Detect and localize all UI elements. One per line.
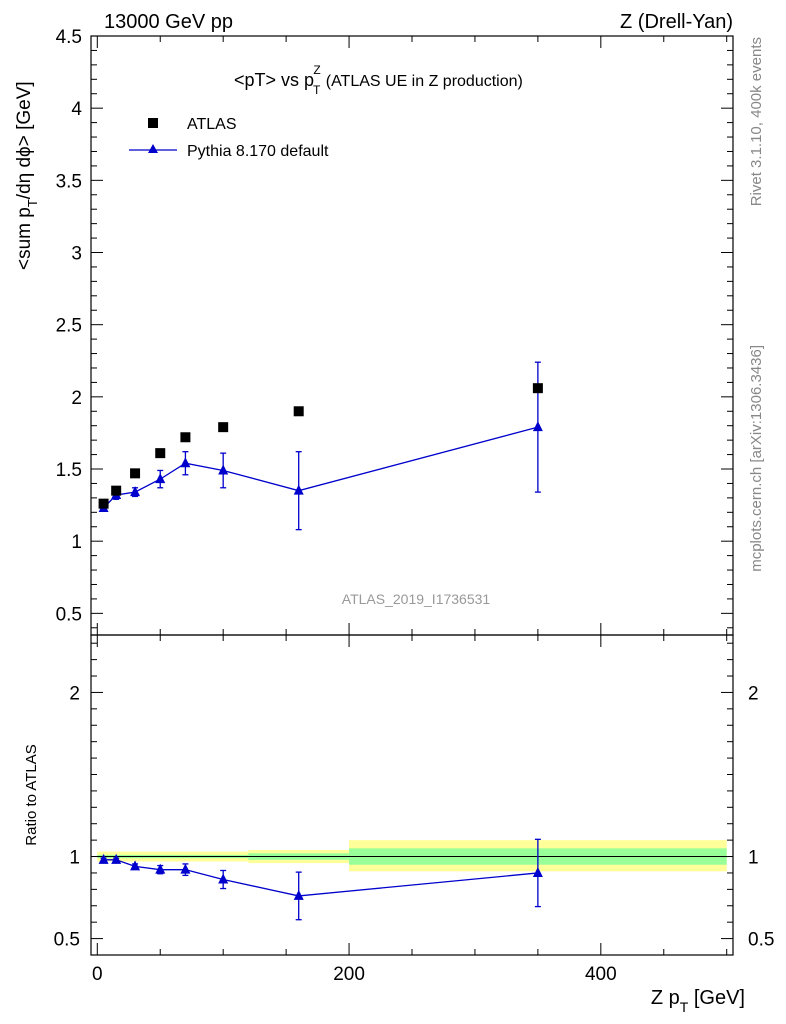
x-label-sub: T — [680, 999, 689, 1015]
main-y-label-sub: T — [25, 199, 40, 207]
analysis-watermark: ATLAS_2019_I1736531 — [342, 591, 491, 607]
data-point — [532, 383, 543, 394]
main-y-tick-label: 0.5 — [56, 604, 82, 625]
ratio-y-tick-label-right: 0.5 — [748, 930, 774, 951]
plot-title: <pT> vs pTZ (ATLAS UE in Z production) — [234, 63, 523, 97]
ratio-mc-point — [180, 863, 191, 874]
collision-label: 13000 GeV pp — [104, 11, 233, 33]
rivet-label: Rivet 3.1.10, 400k events — [748, 37, 765, 206]
plot-title-sup: Z — [313, 63, 320, 77]
main-y-label-part1: <sum p — [14, 207, 35, 270]
main-y-tick-label: 4 — [71, 99, 82, 120]
data-point — [293, 406, 304, 417]
data-point — [218, 422, 229, 433]
data-point — [130, 468, 141, 479]
legend-mc-marker — [148, 144, 158, 153]
plot-title-sub: T — [313, 83, 321, 97]
ratio-mc-point — [111, 853, 122, 864]
plot-title-suffix: (ATLAS UE in Z production) — [326, 73, 523, 90]
main-y-tick-label: 2 — [71, 388, 82, 409]
main-y-tick-label: 1.5 — [56, 460, 82, 481]
data-point — [98, 498, 109, 509]
main-mc-point — [155, 473, 166, 484]
main-mc-point — [532, 421, 543, 432]
main-y-label-part2: /dη dϕ> [GeV] — [14, 81, 35, 199]
main-mc-point — [180, 457, 191, 468]
ratio-mc-point — [155, 863, 166, 874]
ratio-y-axis-label: Ratio to ATLAS — [23, 744, 40, 845]
x-tick-label: 200 — [333, 964, 365, 985]
ratio-y-tick-label: 0.5 — [54, 930, 80, 951]
ratio-mc-point — [293, 889, 304, 900]
main-y-tick-label: 3 — [71, 244, 82, 265]
main-panel-marks — [98, 361, 543, 531]
ratio-panel-marks — [98, 838, 543, 921]
main-mc-point — [293, 484, 304, 495]
x-axis-label: Z pT [GeV] — [651, 987, 745, 1015]
main-mc-point — [130, 486, 141, 497]
ratio-mc-point — [532, 866, 543, 877]
main-y-axis-label: <sum pT/dη dϕ> [GeV] — [14, 81, 40, 270]
data-point — [111, 485, 122, 496]
main-mc-line — [103, 426, 539, 509]
data-point — [180, 432, 191, 443]
mcplots-label: mcplots.cern.ch [arXiv:1306.3436] — [748, 345, 765, 572]
ratio-uncertainty-bands — [91, 840, 733, 872]
x-label-part2: [GeV] — [688, 987, 745, 1009]
ratio-mc-point — [98, 853, 109, 864]
legend-data-marker — [148, 118, 158, 128]
axes-ticks: 0 200 400 0.5 1 1.5 2 2.5 3 3.5 4 4.5 0.5 0.5 1 1 2 2 — [54, 27, 775, 985]
plot-title-main: <pT> vs p — [234, 70, 314, 90]
data-point — [155, 448, 166, 459]
main-y-tick-label: 1 — [71, 532, 82, 553]
ratio-y-tick-label-right: 2 — [748, 683, 759, 704]
x-tick-label: 400 — [585, 964, 617, 985]
ratio-mc-point — [218, 873, 229, 884]
main-y-tick-label: 4.5 — [56, 27, 82, 48]
x-label-part1: Z p — [651, 987, 680, 1009]
main-mc-point — [218, 464, 229, 475]
x-tick-label: 0 — [92, 964, 103, 985]
ratio-mc-point — [130, 860, 141, 871]
ratio-panel-frame — [90, 634, 734, 956]
ratio-y-tick-label: 2 — [69, 683, 80, 704]
legend-data-label: ATLAS — [187, 116, 237, 133]
ratio-y-tick-label-right: 1 — [748, 848, 759, 869]
main-y-tick-label: 3.5 — [56, 171, 82, 192]
process-label: Z (Drell-Yan) — [620, 11, 733, 33]
main-y-tick-label: 2.5 — [56, 316, 82, 337]
legend-mc-label: Pythia 8.170 default — [187, 143, 329, 160]
ratio-y-tick-label: 1 — [69, 848, 80, 869]
